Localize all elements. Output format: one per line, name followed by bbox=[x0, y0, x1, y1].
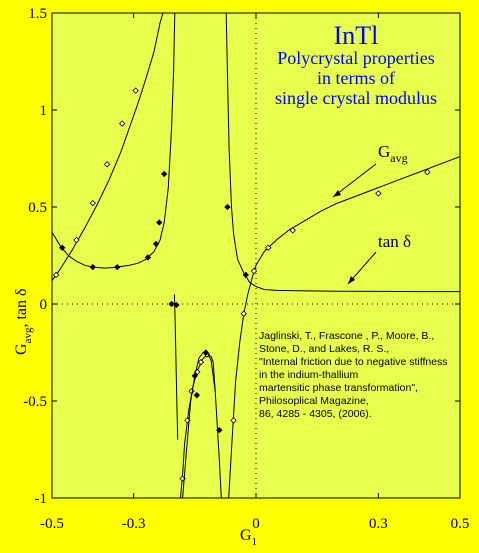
data-point-gavg-4 bbox=[103, 161, 111, 168]
x-tick-label: -0.5 bbox=[40, 516, 64, 532]
data-point-gavg-6 bbox=[132, 87, 139, 94]
data-point-gavg-2 bbox=[73, 236, 80, 244]
data-point-gavg-13 bbox=[230, 417, 237, 424]
y-tick-label: -0.5 bbox=[23, 394, 47, 410]
data-point-gavg-14 bbox=[240, 310, 247, 317]
citation-line-4: in the indium-thallium bbox=[259, 369, 358, 381]
x-axis-label-sub: 1 bbox=[252, 536, 258, 548]
x-axis-label: G1 bbox=[240, 527, 257, 548]
y-tick-label: 1.5 bbox=[28, 6, 47, 22]
series-label-tand: tan δ bbox=[378, 232, 411, 251]
y-tick-label: -1 bbox=[35, 491, 48, 507]
data-point-tand-12 bbox=[202, 349, 209, 356]
citation-line-3: "Internal friction due to negative stiff… bbox=[259, 356, 448, 368]
data-point-tand-11 bbox=[193, 392, 201, 399]
reference-lines bbox=[52, 13, 460, 498]
x-tick-label: 0.5 bbox=[451, 516, 470, 532]
data-point-gavg-5 bbox=[119, 120, 126, 127]
y-tick-label: 1 bbox=[40, 103, 48, 119]
arrow-tand-head bbox=[348, 276, 355, 284]
y-tick-label: 0 bbox=[40, 297, 48, 313]
data-point-gavg-1 bbox=[52, 271, 60, 279]
y-axis-label: Gavg, tan δ bbox=[13, 288, 34, 355]
y-axis-label-sub: avg bbox=[22, 327, 34, 343]
y-axis-label-rest: , tan δ bbox=[13, 288, 30, 327]
data-point-tand-14 bbox=[224, 203, 231, 211]
series-line-tand-segment-4 bbox=[225, 13, 460, 293]
tick-layer: -0.5 -0.3 0 0.3 0.5 -1 -0.5 0 0.5 1 1.5 bbox=[23, 6, 469, 532]
series-label-gavg-sub: avg bbox=[390, 151, 407, 165]
citation-line-6: Philosoplical Magazine, bbox=[259, 395, 369, 407]
data-point-tand-7 bbox=[161, 170, 168, 178]
data-point-gavg-11 bbox=[197, 359, 205, 366]
series-line-gavg-segment-3 bbox=[228, 156, 460, 498]
citation-line-2: Stone, D., and Lakes, R. S., bbox=[259, 343, 389, 355]
data-point-gavg-15 bbox=[250, 267, 258, 275]
plot-area bbox=[51, 12, 461, 499]
citation-line-1: Jaglinski, T., Frascone , P., Moore, B., bbox=[259, 330, 434, 342]
series-line-tand-segment-1 bbox=[52, 13, 176, 269]
x-tick-label: -0.3 bbox=[122, 516, 146, 532]
chart-subtitle-line-1: Polycrystal properties bbox=[277, 48, 434, 68]
series-layer bbox=[52, 13, 460, 498]
x-tick-label: 0.3 bbox=[369, 516, 388, 532]
arrow-gavg bbox=[332, 163, 377, 198]
data-point-gavg-3 bbox=[89, 199, 96, 207]
series-label-gavg: Gavg bbox=[378, 142, 408, 165]
data-point-tand-15 bbox=[242, 271, 249, 279]
data-point-tand-5 bbox=[152, 240, 160, 248]
data-point-tand-9 bbox=[173, 301, 180, 309]
data-point-tand-13 bbox=[216, 426, 223, 434]
chart-title: InTl bbox=[334, 21, 379, 50]
chart-subtitle-line-2: in terms of bbox=[317, 68, 395, 88]
data-point-tand-8 bbox=[168, 300, 175, 308]
data-point-tand-2 bbox=[89, 263, 96, 271]
arrow-gavg-head bbox=[333, 190, 341, 197]
data-point-gavg-17 bbox=[289, 227, 296, 234]
x-tick-label: 0 bbox=[252, 516, 260, 532]
data-point-tand-1 bbox=[59, 244, 66, 251]
data-point-gavg-19 bbox=[424, 168, 431, 176]
series-line-gavg-segment-1 bbox=[52, 13, 164, 281]
series-line-tand-segment-2 bbox=[173, 294, 179, 440]
citation-line-5: martensitic phase transformation", bbox=[259, 382, 418, 394]
data-point-tand-4 bbox=[144, 254, 152, 261]
data-point-tand-10 bbox=[191, 372, 198, 379]
data-point-tand-3 bbox=[114, 263, 121, 271]
data-point-gavg-18 bbox=[375, 190, 382, 197]
data-point-tand-6 bbox=[156, 219, 163, 226]
data-point-gavg-16 bbox=[265, 244, 272, 251]
citation-line-7: 86, 4285 - 4305, (2006). bbox=[259, 408, 372, 420]
chart-subtitle-line-3: single crystal modulus bbox=[275, 88, 437, 108]
y-tick-label: 0.5 bbox=[28, 200, 47, 216]
